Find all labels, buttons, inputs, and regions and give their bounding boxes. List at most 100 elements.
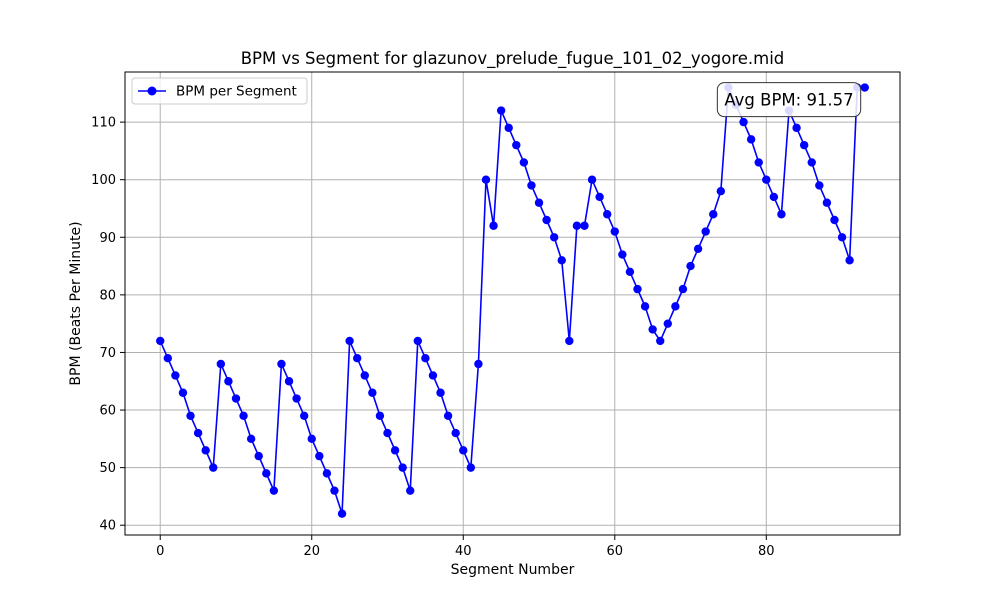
data-point [595,192,604,202]
data-point [693,244,703,253]
data-point [746,135,756,144]
data-point [739,117,748,127]
data-point [686,261,695,271]
legend-marker-swatch [147,86,157,96]
data-point [406,486,415,495]
data-point [640,302,650,311]
data-point [413,336,422,346]
data-point [466,463,476,472]
data-point [171,371,180,380]
data-point [284,377,294,386]
annotation-text: Avg BPM: 91.57 [724,91,853,110]
data-point [383,428,392,438]
plot-frame [124,71,901,536]
data-point [459,446,468,455]
data-point [163,354,172,363]
series-line [156,83,869,518]
y-tick-label: 100 [91,173,116,188]
data-point [209,463,218,472]
legend-frame [131,77,308,105]
data-point [186,411,195,420]
data-point [322,469,332,478]
data-point [201,446,210,455]
data-point [830,215,839,225]
data-point [489,221,498,230]
x-tick-label: 0 [156,544,164,559]
data-point [239,411,248,420]
data-point [436,388,445,397]
data-point [534,198,544,207]
data-point [701,227,710,236]
data-point [193,428,203,438]
data-point [156,336,165,346]
series-line-path [159,86,865,515]
x-tick-label: 20 [303,544,320,559]
data-point [754,158,763,167]
data-point [799,140,809,150]
data-point [345,336,354,346]
data-point [762,175,771,184]
data-point [549,233,559,242]
data-point [580,221,589,230]
data-point [678,284,688,294]
data-point [178,388,188,397]
data-point [648,325,657,334]
y-tick-label: 70 [99,346,116,361]
data-point [504,123,513,133]
data-point [845,256,854,265]
data-point [565,336,574,346]
x-tick-label: 80 [758,544,775,559]
data-point [443,411,453,420]
data-point [519,158,529,167]
legend-label: BPM per Segment [176,84,297,100]
data-point [860,83,869,92]
data-point [375,411,385,420]
data-point [292,394,301,403]
data-point [557,256,566,265]
data-point [231,394,241,403]
data-point [603,210,612,219]
data-point [807,158,816,167]
data-point [360,371,369,380]
legend: BPM per Segment [131,77,308,105]
x-axis-label: Segment Number [451,562,575,578]
data-point [421,354,430,363]
data-point [269,486,279,495]
data-point [481,175,491,184]
data-point [451,428,460,438]
y-tick-label: 40 [99,519,116,534]
data-point [277,359,286,369]
data-point [299,411,309,420]
data-point [663,319,672,328]
y-tick-label: 80 [99,288,116,303]
annotation-box [716,82,862,118]
y-axis: 40 50 60 70 80 90 100 110 [91,116,125,534]
data-point [368,388,377,397]
data-point [625,267,635,277]
data-point [656,336,665,346]
data-point [527,181,536,190]
x-axis: 0 20 40 60 80 [156,535,775,559]
y-tick-label: 110 [91,116,116,131]
data-point [572,221,582,230]
x-tick-label: 40 [455,544,472,559]
data-point [398,463,407,472]
data-point [618,250,627,259]
data-point [390,446,400,455]
data-point [353,354,362,363]
data-point [224,377,233,386]
data-point [512,140,521,150]
y-tick-label: 90 [99,231,116,246]
grid [125,72,900,535]
data-point [262,469,271,478]
chart-title: BPM vs Segment for glazunov_prelude_fugu… [241,49,785,69]
data-point [587,175,597,184]
data-point [216,359,226,369]
data-point [330,486,339,495]
data-point [542,215,551,225]
data-point [307,434,316,444]
data-point [716,187,726,196]
data-point [428,371,438,380]
data-point [815,181,824,190]
